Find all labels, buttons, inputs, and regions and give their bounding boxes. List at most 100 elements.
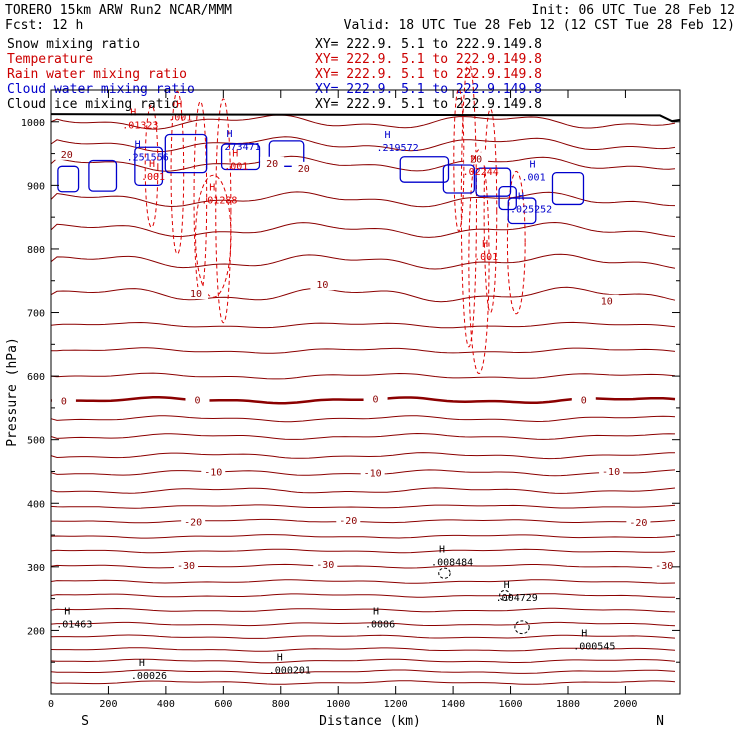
- isotherm-line: [50, 669, 676, 674]
- rain-contour: [215, 98, 232, 324]
- isotherm-line: [50, 114, 676, 130]
- isotherm-label-bg: [54, 147, 79, 160]
- isotherm-label: 20: [61, 150, 73, 161]
- isotherm-label: -10: [364, 468, 382, 479]
- isotherm-label: 20: [298, 164, 310, 175]
- cloud-ice-contour: [438, 567, 451, 579]
- isotherm-label-bg: [184, 287, 209, 300]
- rain-contour: [460, 61, 477, 348]
- isotherm-label: -20: [339, 516, 357, 527]
- legend-xy-cloud-ice: XY= 222.9. 5.1 to 222.9.149.8: [315, 97, 542, 112]
- ground-surface: [50, 113, 681, 123]
- snow-maximum-label-marker: H: [373, 607, 379, 618]
- isotherm-line: [50, 680, 676, 685]
- isotherm-line: [50, 621, 676, 627]
- rain-maximum-label-marker: H: [482, 239, 488, 250]
- cloud-water-contour: [399, 156, 450, 183]
- x-tick-label: 400: [157, 699, 175, 710]
- x-tick-label: 2000: [613, 699, 637, 710]
- isotherm-label-bg: [652, 559, 677, 572]
- isotherm-line: [50, 372, 676, 380]
- isotherm-label-bg: [173, 559, 198, 572]
- north-label: N: [656, 714, 664, 729]
- isotherm-line: [50, 155, 676, 172]
- snow-maximum-label: .008484: [431, 557, 473, 568]
- snow-maximum-label: .004729: [496, 593, 538, 604]
- cloud-water-contour: [475, 167, 512, 197]
- cloud-water-contour: [220, 143, 261, 171]
- isotherm-label: -10: [204, 468, 222, 479]
- rain-maximum-label: .001: [474, 252, 498, 263]
- y-tick-label: 200: [27, 626, 45, 637]
- rain-contour: [483, 108, 498, 314]
- cloud-water-contour: [551, 172, 585, 206]
- y-tick-label: 1000: [21, 118, 45, 129]
- legend-xy-snow: XY= 222.9. 5.1 to 222.9.149.8: [315, 37, 542, 52]
- cloud-ice-contour: [499, 589, 511, 602]
- cloud-ice-contour: [514, 620, 530, 635]
- y-tick-label: 800: [27, 245, 45, 256]
- isotherm-label: -30: [655, 561, 673, 572]
- isotherm-label: 10: [316, 280, 328, 291]
- x-tick-label: 0: [48, 699, 54, 710]
- isotherm-line: [50, 396, 676, 405]
- isotherm-line: [50, 563, 676, 569]
- cloud-maximum-label-marker: H: [530, 160, 536, 171]
- rain-contour: [195, 174, 232, 298]
- x-tick-label: 1800: [556, 699, 580, 710]
- isotherm-line: [50, 221, 676, 238]
- rain-contours: [144, 61, 526, 375]
- cloud-ice-contours: [438, 567, 530, 635]
- y-tick-label: 900: [27, 181, 45, 192]
- rain-maximum-label: .001: [141, 172, 165, 183]
- isotherm-label: -10: [602, 467, 620, 478]
- isotherm-label: 10: [190, 289, 202, 300]
- cloud-water-contour: [57, 165, 80, 193]
- y-tick-label: 300: [27, 563, 45, 574]
- rain-maximum-label: .001: [224, 161, 248, 172]
- isotherm-lines: [50, 114, 676, 685]
- isotherm-line: [50, 253, 676, 270]
- isotherm-line: [50, 415, 676, 423]
- isotherm-label: 0: [194, 395, 200, 406]
- x-tick-label: 800: [272, 699, 290, 710]
- snow-maximum-label-marker: H: [277, 652, 283, 663]
- rain-maximum-label-marker: H: [232, 148, 238, 159]
- isotherm-label-bg: [291, 161, 316, 174]
- cloud-water-contour: [88, 159, 118, 192]
- isotherm-label: 0: [373, 395, 379, 406]
- cloud-maximum-label-marker: H: [384, 130, 390, 141]
- isotherm-label-bg: [185, 393, 210, 406]
- x-tick-label: 1200: [384, 699, 408, 710]
- snow-maximum-label-marker: H: [64, 607, 70, 618]
- isotherm-line: [50, 647, 676, 652]
- isotherm-label-bg: [201, 465, 226, 478]
- plot-frame: [50, 89, 681, 695]
- isotherm-line: [50, 191, 676, 208]
- legend-xy-rain: XY= 222.9. 5.1 to 222.9.149.8: [315, 67, 542, 82]
- rain-maximum-label-marker: H: [176, 99, 182, 110]
- isotherm-label: 20: [266, 159, 278, 170]
- isotherm-label-bg: [360, 466, 385, 479]
- isotherm-line: [51, 518, 676, 524]
- isotherm-line: [50, 452, 676, 460]
- y-tick-label: 600: [27, 372, 45, 383]
- axes: 0 200 400 600 800 1000 1200 1400 1600 1800 2000200…: [21, 89, 681, 710]
- cloud-maximum-label: .001: [522, 173, 546, 184]
- init-time: Init: 06 UTC Tue 28 Feb 12: [532, 3, 736, 18]
- isotherm-label-bg: [313, 557, 338, 570]
- x-tick-label: 200: [99, 699, 117, 710]
- snow-maximum-label-marker: H: [439, 544, 445, 555]
- snow-maximum-label: .000545: [573, 641, 615, 652]
- snow-maximum-label-marker: H: [139, 658, 145, 669]
- rain-maximum-label-marker: H: [471, 154, 477, 165]
- x-tick-label: 1600: [498, 699, 522, 710]
- isotherm-line: [50, 321, 676, 329]
- rain-contour: [193, 100, 208, 296]
- isotherm-line: [50, 607, 676, 613]
- valid-time: Valid: 18 UTC Tue 28 Feb 12 (12 CST Tue …: [344, 18, 735, 33]
- legend-xy-temperature: XY= 222.9. 5.1 to 222.9.149.8: [315, 52, 542, 67]
- legend-name-rain: Rain water mixing ratio: [7, 67, 187, 82]
- legend-name-snow: Snow mixing ratio: [7, 37, 140, 52]
- y-axis-title: Pressure (hPa): [5, 337, 20, 447]
